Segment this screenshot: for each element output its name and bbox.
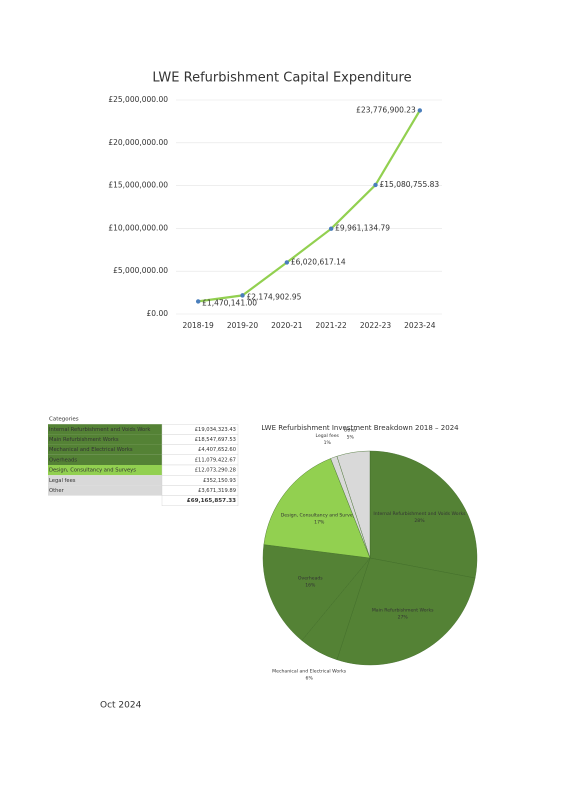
footer-date: Oct 2024 bbox=[100, 701, 142, 711]
pie-category-label: Overheads bbox=[298, 576, 323, 582]
table-amount: £18,547,697.53 bbox=[195, 437, 236, 443]
pie-value-label: 28% bbox=[414, 518, 425, 524]
line-chart-title: LWE Refurbishment Capital Expenditure bbox=[152, 71, 411, 86]
pie-slice bbox=[262, 544, 371, 641]
table-category: Design, Consultancy and Surveys bbox=[49, 468, 136, 474]
data-label: £23,776,900.23 bbox=[356, 105, 416, 114]
table-row-fill bbox=[48, 454, 162, 465]
point bbox=[195, 299, 201, 304]
x-tick-label: 2021-22 bbox=[315, 321, 347, 330]
table-category: Main Refurbishment Works bbox=[49, 437, 119, 443]
table-amount: £11,079,422.67 bbox=[195, 457, 236, 463]
x-tick-label: 2023-24 bbox=[404, 321, 436, 330]
table-amount: £3,671,319.89 bbox=[198, 488, 236, 494]
pie-value-label: 27% bbox=[398, 614, 409, 620]
pie-category-label: Main Refurbishment Works bbox=[372, 607, 434, 613]
table-category: Mechanical and Electrical Works bbox=[49, 447, 133, 453]
table-category: Overheads bbox=[49, 457, 77, 463]
table-row-fill bbox=[48, 434, 162, 445]
data-label: £15,080,755.83 bbox=[380, 180, 440, 189]
table-category: Internal Refurbishment and Voids Work bbox=[49, 427, 150, 433]
pie-slice bbox=[336, 557, 476, 666]
y-tick-label: £25,000,000.00 bbox=[108, 95, 168, 104]
table-category: Other bbox=[49, 488, 65, 494]
pie-value-label: 16% bbox=[305, 583, 316, 589]
pie-category-label: Other bbox=[344, 427, 357, 433]
point bbox=[240, 293, 245, 298]
table-row-fill bbox=[48, 424, 162, 435]
x-tick-label: 2018-19 bbox=[182, 321, 214, 330]
table-row-fill bbox=[48, 475, 162, 486]
pie-value-label: 6% bbox=[306, 676, 314, 682]
y-tick-label: £5,000,000.00 bbox=[113, 266, 168, 275]
point bbox=[417, 108, 423, 113]
table-category: Legal fees bbox=[49, 478, 76, 484]
pie-slice bbox=[336, 450, 371, 559]
data-label: £2,174,902.95 bbox=[247, 292, 302, 301]
point bbox=[373, 182, 378, 188]
table-row-fill bbox=[48, 485, 162, 496]
pie-category-label: Mechanical and Electrical Works bbox=[272, 669, 347, 675]
pie-slice bbox=[369, 450, 478, 579]
y-tick-label: £10,000,000.00 bbox=[108, 223, 168, 232]
pie-category-label: Design, Consultancy and Surveys bbox=[281, 513, 359, 519]
y-tick-label: £15,000,000.00 bbox=[108, 181, 168, 190]
y-tick-label: £0.00 bbox=[147, 309, 169, 318]
x-tick-label: 2022-23 bbox=[360, 321, 392, 330]
table-amount: £12,073,290.28 bbox=[195, 468, 236, 474]
pie-category-label: Legal fees bbox=[316, 433, 340, 439]
table-amount: £4,407,652.60 bbox=[198, 447, 236, 453]
table-total-cell bbox=[161, 495, 239, 507]
data-label: £1,470,141.00 bbox=[202, 298, 257, 307]
table-row-fill bbox=[48, 444, 162, 455]
pie-value-label: 1% bbox=[324, 440, 332, 446]
point bbox=[284, 260, 290, 265]
x-tick-label: 2019-20 bbox=[227, 321, 259, 330]
line bbox=[198, 109, 421, 303]
table-row-fill bbox=[48, 465, 162, 476]
table-amount: £19,034,323.43 bbox=[195, 427, 236, 433]
pie-value-label: 17% bbox=[314, 520, 325, 526]
x-tick-label: 2020-21 bbox=[271, 321, 303, 330]
pie-value-label: 5% bbox=[347, 434, 355, 440]
data-label: £9,961,134.79 bbox=[335, 224, 390, 233]
table-amount: £352,150.93 bbox=[203, 478, 236, 484]
pie-chart-title: LWE Refurbishment Investment Breakdown 2… bbox=[261, 424, 459, 432]
pie-slice bbox=[263, 458, 371, 559]
table-total: £69,165,857.33 bbox=[187, 498, 236, 504]
point bbox=[328, 226, 334, 231]
table-header: Categories bbox=[49, 417, 79, 423]
data-label: £6,020,617.14 bbox=[291, 257, 346, 266]
pie-category-label: Internal Refurbishment and Voids Works bbox=[373, 511, 466, 517]
y-tick-label: £20,000,000.00 bbox=[108, 138, 168, 147]
